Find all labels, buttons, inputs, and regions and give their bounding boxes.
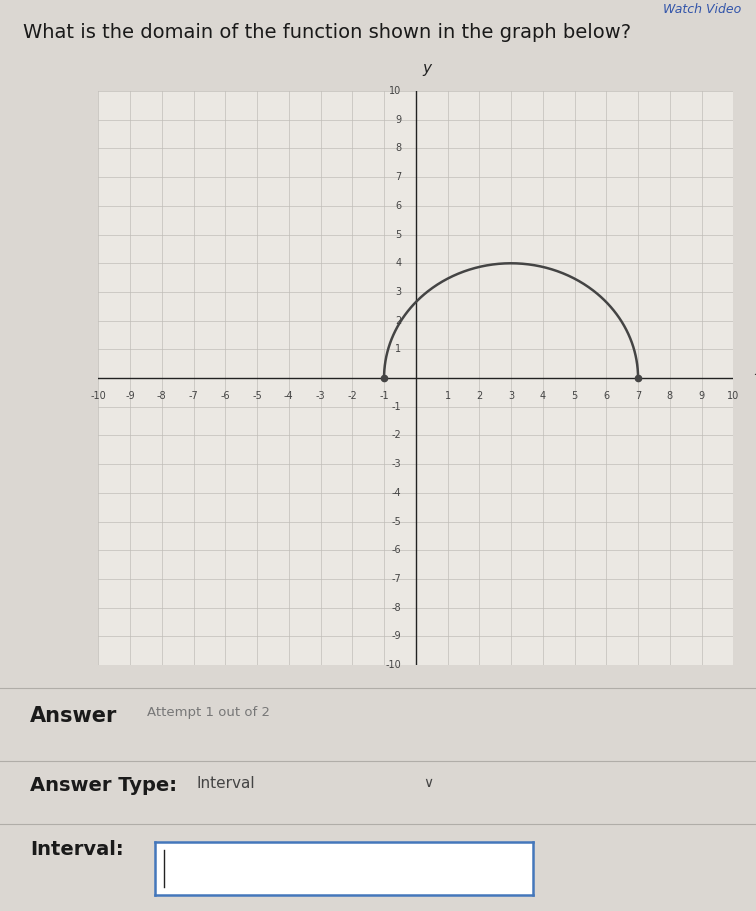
Text: -10: -10	[386, 660, 401, 670]
Text: 2: 2	[395, 316, 401, 325]
Text: 10: 10	[727, 391, 739, 401]
Text: Interval: Interval	[197, 776, 256, 791]
Text: 1: 1	[395, 344, 401, 354]
Text: -5: -5	[392, 517, 401, 527]
Text: 10: 10	[389, 87, 401, 96]
Text: 3: 3	[508, 391, 514, 401]
Text: -9: -9	[392, 631, 401, 641]
Text: What is the domain of the function shown in the graph below?: What is the domain of the function shown…	[23, 23, 631, 42]
Text: 4: 4	[395, 259, 401, 268]
Text: -10: -10	[91, 391, 106, 401]
Text: 9: 9	[395, 115, 401, 125]
Text: 4: 4	[540, 391, 546, 401]
Text: ∨: ∨	[423, 776, 433, 790]
Text: -8: -8	[157, 391, 166, 401]
Text: Answer Type:: Answer Type:	[30, 776, 177, 795]
Text: -9: -9	[125, 391, 135, 401]
Text: -4: -4	[392, 488, 401, 497]
Text: x: x	[754, 363, 756, 378]
Text: -6: -6	[392, 546, 401, 555]
Text: y: y	[423, 61, 432, 76]
Text: -2: -2	[348, 391, 357, 401]
Text: -1: -1	[380, 391, 389, 401]
Text: 8: 8	[667, 391, 673, 401]
Text: 6: 6	[395, 201, 401, 210]
Text: 6: 6	[603, 391, 609, 401]
Text: 9: 9	[699, 391, 705, 401]
Text: Watch Video: Watch Video	[662, 3, 741, 15]
Text: 5: 5	[395, 230, 401, 240]
Text: Interval:: Interval:	[30, 840, 124, 859]
Text: -7: -7	[189, 391, 198, 401]
Text: 3: 3	[395, 287, 401, 297]
Text: 8: 8	[395, 144, 401, 153]
Text: -7: -7	[392, 574, 401, 584]
Text: Attempt 1 out of 2: Attempt 1 out of 2	[147, 706, 271, 719]
Text: 7: 7	[395, 172, 401, 182]
Text: 5: 5	[572, 391, 578, 401]
Text: 1: 1	[445, 391, 451, 401]
Text: -6: -6	[221, 391, 230, 401]
Text: -4: -4	[284, 391, 293, 401]
Text: -8: -8	[392, 603, 401, 612]
Text: -3: -3	[392, 459, 401, 469]
Text: -2: -2	[392, 431, 401, 440]
Text: -5: -5	[253, 391, 262, 401]
Text: 2: 2	[476, 391, 482, 401]
Text: -3: -3	[316, 391, 325, 401]
Text: 7: 7	[635, 391, 641, 401]
Text: Answer: Answer	[30, 706, 118, 726]
Text: -1: -1	[392, 402, 401, 412]
